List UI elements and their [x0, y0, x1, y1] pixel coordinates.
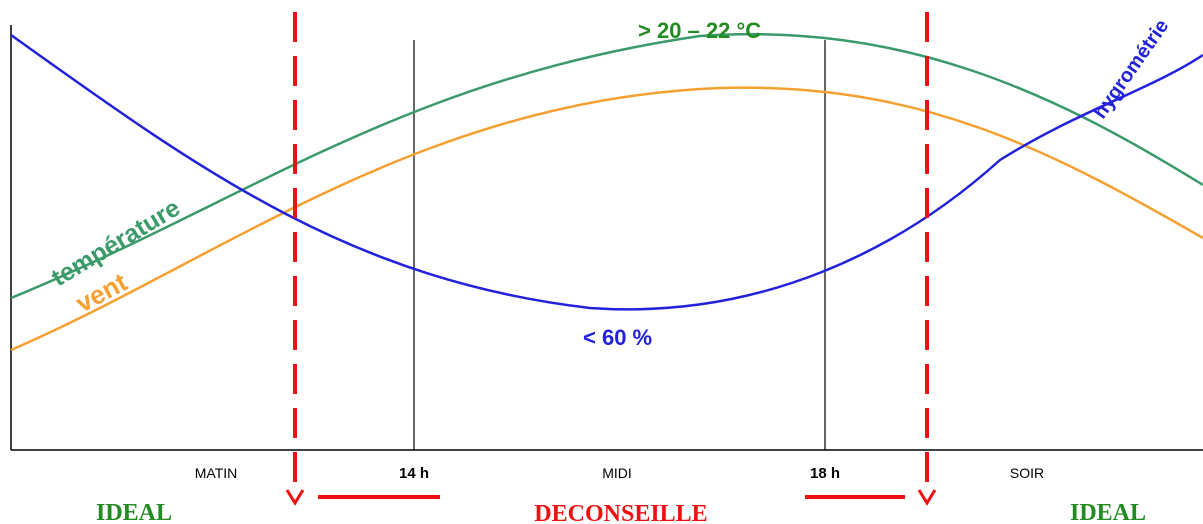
- series-hygrometrie-line: [10, 33, 1203, 311]
- divider-left-arrow: [285, 489, 305, 506]
- tick-matin: MATIN: [195, 465, 238, 481]
- tick-18h: 18 h: [810, 465, 840, 482]
- annotation-humidity-min: < 60 %: [583, 325, 652, 350]
- series-temperature-line: [10, 32, 1203, 300]
- zone-left-label: IDEAL: [96, 500, 172, 524]
- tick-midi: MIDI: [602, 465, 632, 481]
- tick-soir: SOIR: [1010, 465, 1044, 481]
- zone-right-label: IDEAL: [1070, 500, 1146, 524]
- tick-14h: 14 h: [399, 465, 429, 482]
- label-hygrometrie: hygrométrie: [1089, 16, 1173, 123]
- series-vent-line: [10, 86, 1203, 352]
- zone-middle-label: DECONSEILLE: [534, 501, 707, 524]
- annotation-temperature-peak: > 20 – 22 °C: [638, 18, 761, 43]
- divider-right-arrow: [917, 489, 937, 506]
